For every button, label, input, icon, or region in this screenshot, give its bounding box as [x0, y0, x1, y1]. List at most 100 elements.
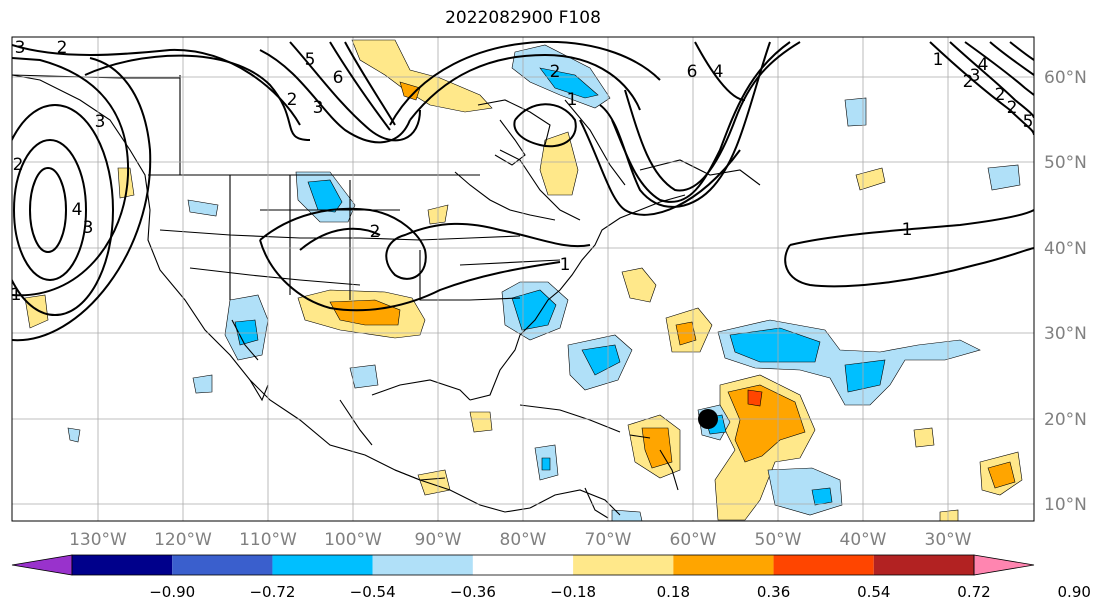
contour-label: 6 [333, 68, 344, 88]
colorbar-tick-label: 0.54 [857, 583, 890, 601]
anomaly-shading [24, 39, 1023, 521]
colorbar-tick-label: 0.90 [1058, 583, 1091, 601]
negative-anomaly [811, 487, 833, 506]
lon-label: 100°W [324, 530, 382, 550]
contour-label: 2 [550, 62, 561, 82]
lat-label: 20°N [1044, 410, 1087, 430]
contour-label: 2 [57, 38, 68, 58]
negative-anomaly [187, 199, 219, 217]
negative-anomaly [307, 179, 343, 213]
negative-anomaly [729, 327, 821, 363]
lon-label: 40°W [840, 530, 887, 550]
colorbar-tick-label: −0.72 [249, 583, 295, 601]
contour-label: 4 [72, 200, 83, 220]
lon-label: 50°W [755, 530, 802, 550]
map-title: 2022082900 F108 [445, 8, 601, 28]
negative-anomaly [539, 67, 599, 99]
contour-label: 2 [287, 90, 298, 110]
lon-label: 110°W [239, 530, 297, 550]
lon-label: 120°W [154, 530, 212, 550]
positive-anomaly [399, 81, 421, 101]
colorbar-segment [873, 555, 974, 575]
colorbar-tick-label: −0.54 [350, 583, 396, 601]
contour-label: 1 [11, 285, 22, 305]
colorbar-segment [673, 555, 774, 575]
contour-label: 3 [95, 112, 106, 132]
contour-label: 5 [1023, 112, 1034, 132]
negative-anomaly [611, 509, 643, 521]
contour-lines [12, 40, 1034, 342]
contour-label: 1 [567, 90, 578, 110]
positive-anomaly [329, 299, 401, 326]
positive-anomaly [469, 411, 493, 433]
colorbar-segment [72, 555, 173, 575]
coastlines [12, 74, 761, 519]
lon-label: 80°W [500, 530, 547, 550]
contour-label: 2 [963, 72, 974, 92]
lat-label: 50°N [1044, 153, 1087, 173]
contour-label: 4 [713, 62, 724, 82]
lon-label: 130°W [69, 530, 127, 550]
negative-anomaly [67, 427, 81, 443]
positive-anomaly [24, 294, 49, 329]
positive-anomaly [727, 384, 806, 463]
contour-label: 5 [305, 50, 316, 70]
contour-label: 3 [970, 66, 981, 86]
latitude-labels: 60°N 50°N 40°N 30°N 20°N 10°N [1044, 68, 1087, 515]
contour-label: 4 [978, 55, 989, 75]
lon-label: 90°W [415, 530, 462, 550]
lon-label: 70°W [585, 530, 632, 550]
lon-label: 60°W [670, 530, 717, 550]
colorbar-segment [372, 555, 473, 575]
contour-label: 2 [1007, 98, 1018, 118]
negative-anomaly [844, 359, 886, 393]
negative-anomaly [987, 164, 1021, 191]
positive-anomaly [987, 461, 1016, 489]
lon-label: 30°W [925, 530, 972, 550]
contour-label: 3 [15, 38, 26, 58]
gridlines [12, 37, 1034, 521]
positive-anomaly [747, 389, 763, 407]
positive-anomaly [351, 39, 493, 113]
negative-anomaly [844, 97, 867, 127]
positive-anomaly [675, 321, 697, 346]
colorbar-segment [272, 555, 373, 575]
positive-anomaly [939, 509, 959, 521]
negative-anomaly [541, 457, 551, 471]
negative-anomaly [349, 364, 379, 389]
contour-label: 1 [560, 255, 571, 275]
negative-anomaly [192, 374, 213, 394]
lat-label: 10°N [1044, 495, 1087, 515]
lat-label: 60°N [1044, 68, 1087, 88]
contour-label: 2 [995, 85, 1006, 105]
colorbar-tick-labels: −0.90 −0.72 −0.54 −0.36 −0.18 0.18 0.36 … [149, 583, 1091, 601]
negative-anomaly [234, 319, 259, 346]
contour-label: 2 [13, 155, 24, 175]
colorbar-tick-label: 0.36 [757, 583, 790, 601]
colorbar-segment [472, 555, 574, 575]
colorbar-segment [773, 555, 874, 575]
colorbar-extend-high [973, 554, 1035, 576]
contour-label: 2 [370, 222, 381, 242]
positive-anomaly [621, 267, 657, 303]
colorbar-segment [573, 555, 674, 575]
colorbar-outline [71, 554, 975, 576]
negative-anomaly [581, 344, 621, 376]
longitude-labels: 130°W 120°W 110°W 100°W 90°W 80°W 70°W 6… [69, 530, 972, 550]
colorbar-tick-label: 0.72 [957, 583, 990, 601]
colorbar-tick-label: −0.36 [450, 583, 496, 601]
contour-label: 3 [313, 98, 324, 118]
lat-label: 40°N [1044, 239, 1087, 259]
contour-label: 6 [687, 62, 698, 82]
colorbar-tick-label: 0.18 [657, 583, 690, 601]
positive-anomaly [117, 167, 135, 199]
contour-label: 3 [83, 218, 94, 238]
positive-anomaly [539, 131, 579, 196]
colorbar-tick-label: −0.18 [550, 583, 596, 601]
colorbar-segment [172, 555, 273, 575]
positive-anomaly [913, 427, 935, 448]
lat-label: 30°N [1044, 324, 1087, 344]
colorbar-tick-label: −0.90 [149, 583, 195, 601]
contour-label: 1 [933, 50, 944, 70]
colorbar [11, 554, 1035, 576]
